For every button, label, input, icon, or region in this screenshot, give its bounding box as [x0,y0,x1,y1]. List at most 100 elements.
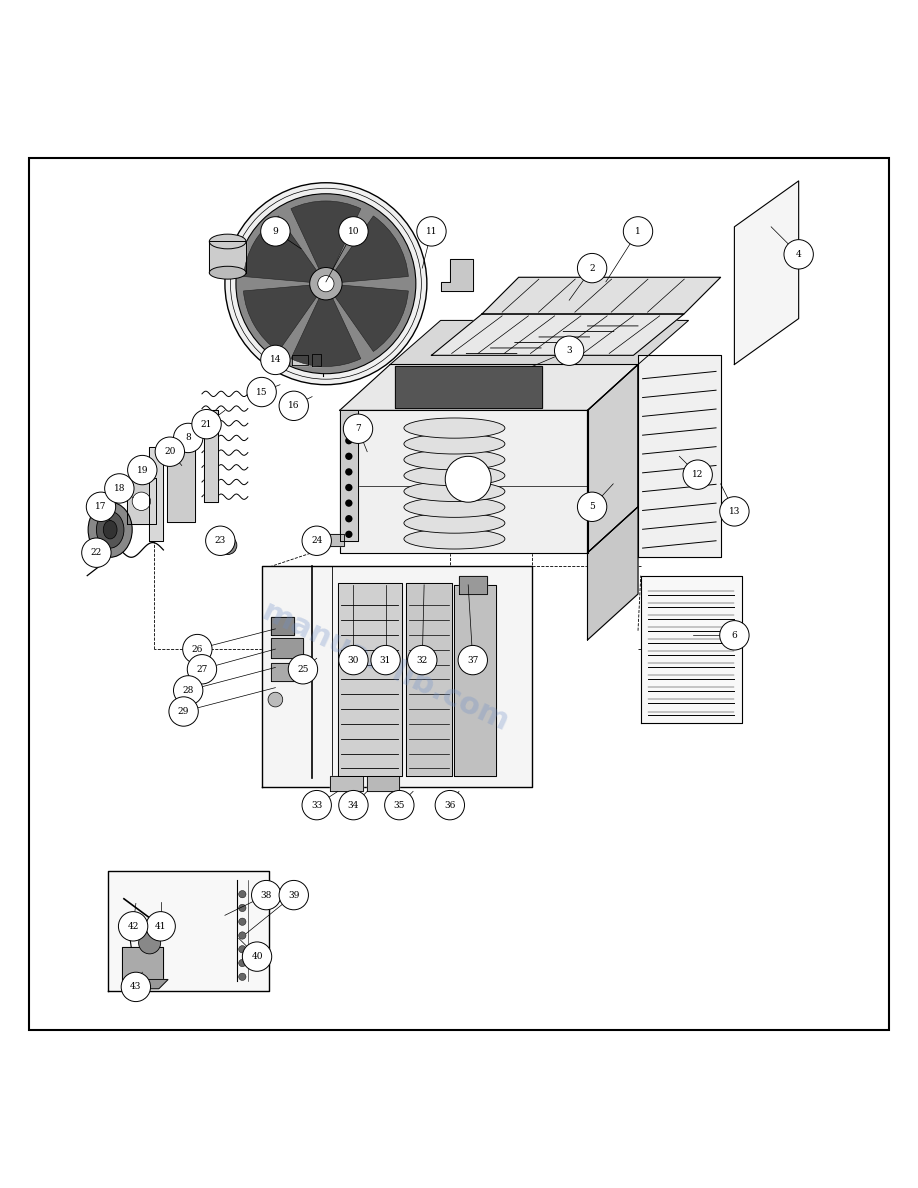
Circle shape [445,456,491,503]
Polygon shape [312,354,321,366]
Circle shape [187,655,217,684]
Circle shape [339,645,368,675]
Text: 36: 36 [444,801,455,810]
Text: 39: 39 [288,891,299,899]
Polygon shape [641,576,742,722]
Text: 23: 23 [215,536,226,545]
Circle shape [720,497,749,526]
Text: 38: 38 [261,891,272,899]
Circle shape [206,526,235,556]
Circle shape [268,693,283,707]
Circle shape [239,904,246,911]
Text: 7: 7 [355,424,361,434]
Text: 28: 28 [183,685,194,695]
Polygon shape [262,567,532,786]
Circle shape [371,645,400,675]
Text: 17: 17 [95,503,106,511]
Text: 42: 42 [128,922,139,931]
Circle shape [86,492,116,522]
Ellipse shape [96,511,124,548]
Circle shape [279,391,308,421]
Text: 33: 33 [311,801,322,810]
Polygon shape [588,365,638,552]
Text: 1: 1 [635,227,641,236]
Polygon shape [454,584,496,776]
Polygon shape [406,583,452,776]
Text: 18: 18 [114,484,125,493]
Circle shape [288,655,318,684]
Circle shape [435,790,465,820]
Circle shape [121,972,151,1001]
Polygon shape [734,181,799,365]
Ellipse shape [404,434,505,454]
Text: 10: 10 [348,227,359,236]
Text: 19: 19 [137,466,148,474]
Circle shape [385,790,414,820]
Circle shape [239,918,246,925]
Circle shape [218,536,237,555]
Text: 15: 15 [256,387,267,397]
Circle shape [345,437,353,444]
Text: 2: 2 [589,264,595,272]
Text: 4: 4 [796,249,801,259]
Circle shape [239,973,246,980]
Text: 32: 32 [417,656,428,664]
Circle shape [239,960,246,967]
Text: 16: 16 [288,402,299,410]
Circle shape [118,911,148,941]
Circle shape [252,880,281,910]
Text: 40: 40 [252,952,263,961]
Circle shape [174,423,203,453]
Ellipse shape [404,497,505,517]
Polygon shape [459,576,487,594]
Circle shape [155,437,185,467]
Circle shape [225,183,427,385]
Circle shape [345,516,353,523]
Polygon shape [588,365,638,552]
Circle shape [132,492,151,511]
Wedge shape [326,284,409,352]
Circle shape [577,492,607,522]
Circle shape [279,880,308,910]
Wedge shape [326,216,409,284]
Ellipse shape [404,481,505,501]
Circle shape [128,455,157,485]
Polygon shape [441,259,473,291]
Ellipse shape [404,418,505,438]
Polygon shape [340,410,588,552]
Text: 37: 37 [467,656,478,664]
Polygon shape [271,617,294,636]
Text: 9: 9 [273,227,278,236]
Circle shape [784,240,813,268]
Circle shape [105,474,134,504]
Text: 5: 5 [589,503,595,511]
Circle shape [554,336,584,366]
Ellipse shape [404,449,505,469]
Text: 22: 22 [91,548,102,557]
Text: 27: 27 [196,665,207,674]
Circle shape [82,538,111,568]
Circle shape [339,216,368,246]
Polygon shape [122,948,163,980]
Ellipse shape [209,266,246,279]
Circle shape [174,676,203,704]
Text: 25: 25 [297,665,308,674]
Text: 41: 41 [155,922,166,931]
Text: 8: 8 [185,434,191,442]
Circle shape [417,216,446,246]
Circle shape [169,697,198,726]
Polygon shape [292,355,308,365]
Text: 29: 29 [178,707,189,716]
Circle shape [183,634,212,664]
Text: 31: 31 [380,656,391,664]
Ellipse shape [103,520,118,539]
Polygon shape [390,321,688,365]
Circle shape [458,645,487,675]
Polygon shape [482,277,721,314]
Circle shape [242,942,272,972]
Text: 14: 14 [270,355,281,365]
Circle shape [309,267,342,299]
Polygon shape [209,241,246,273]
Circle shape [302,526,331,556]
Circle shape [192,410,221,438]
